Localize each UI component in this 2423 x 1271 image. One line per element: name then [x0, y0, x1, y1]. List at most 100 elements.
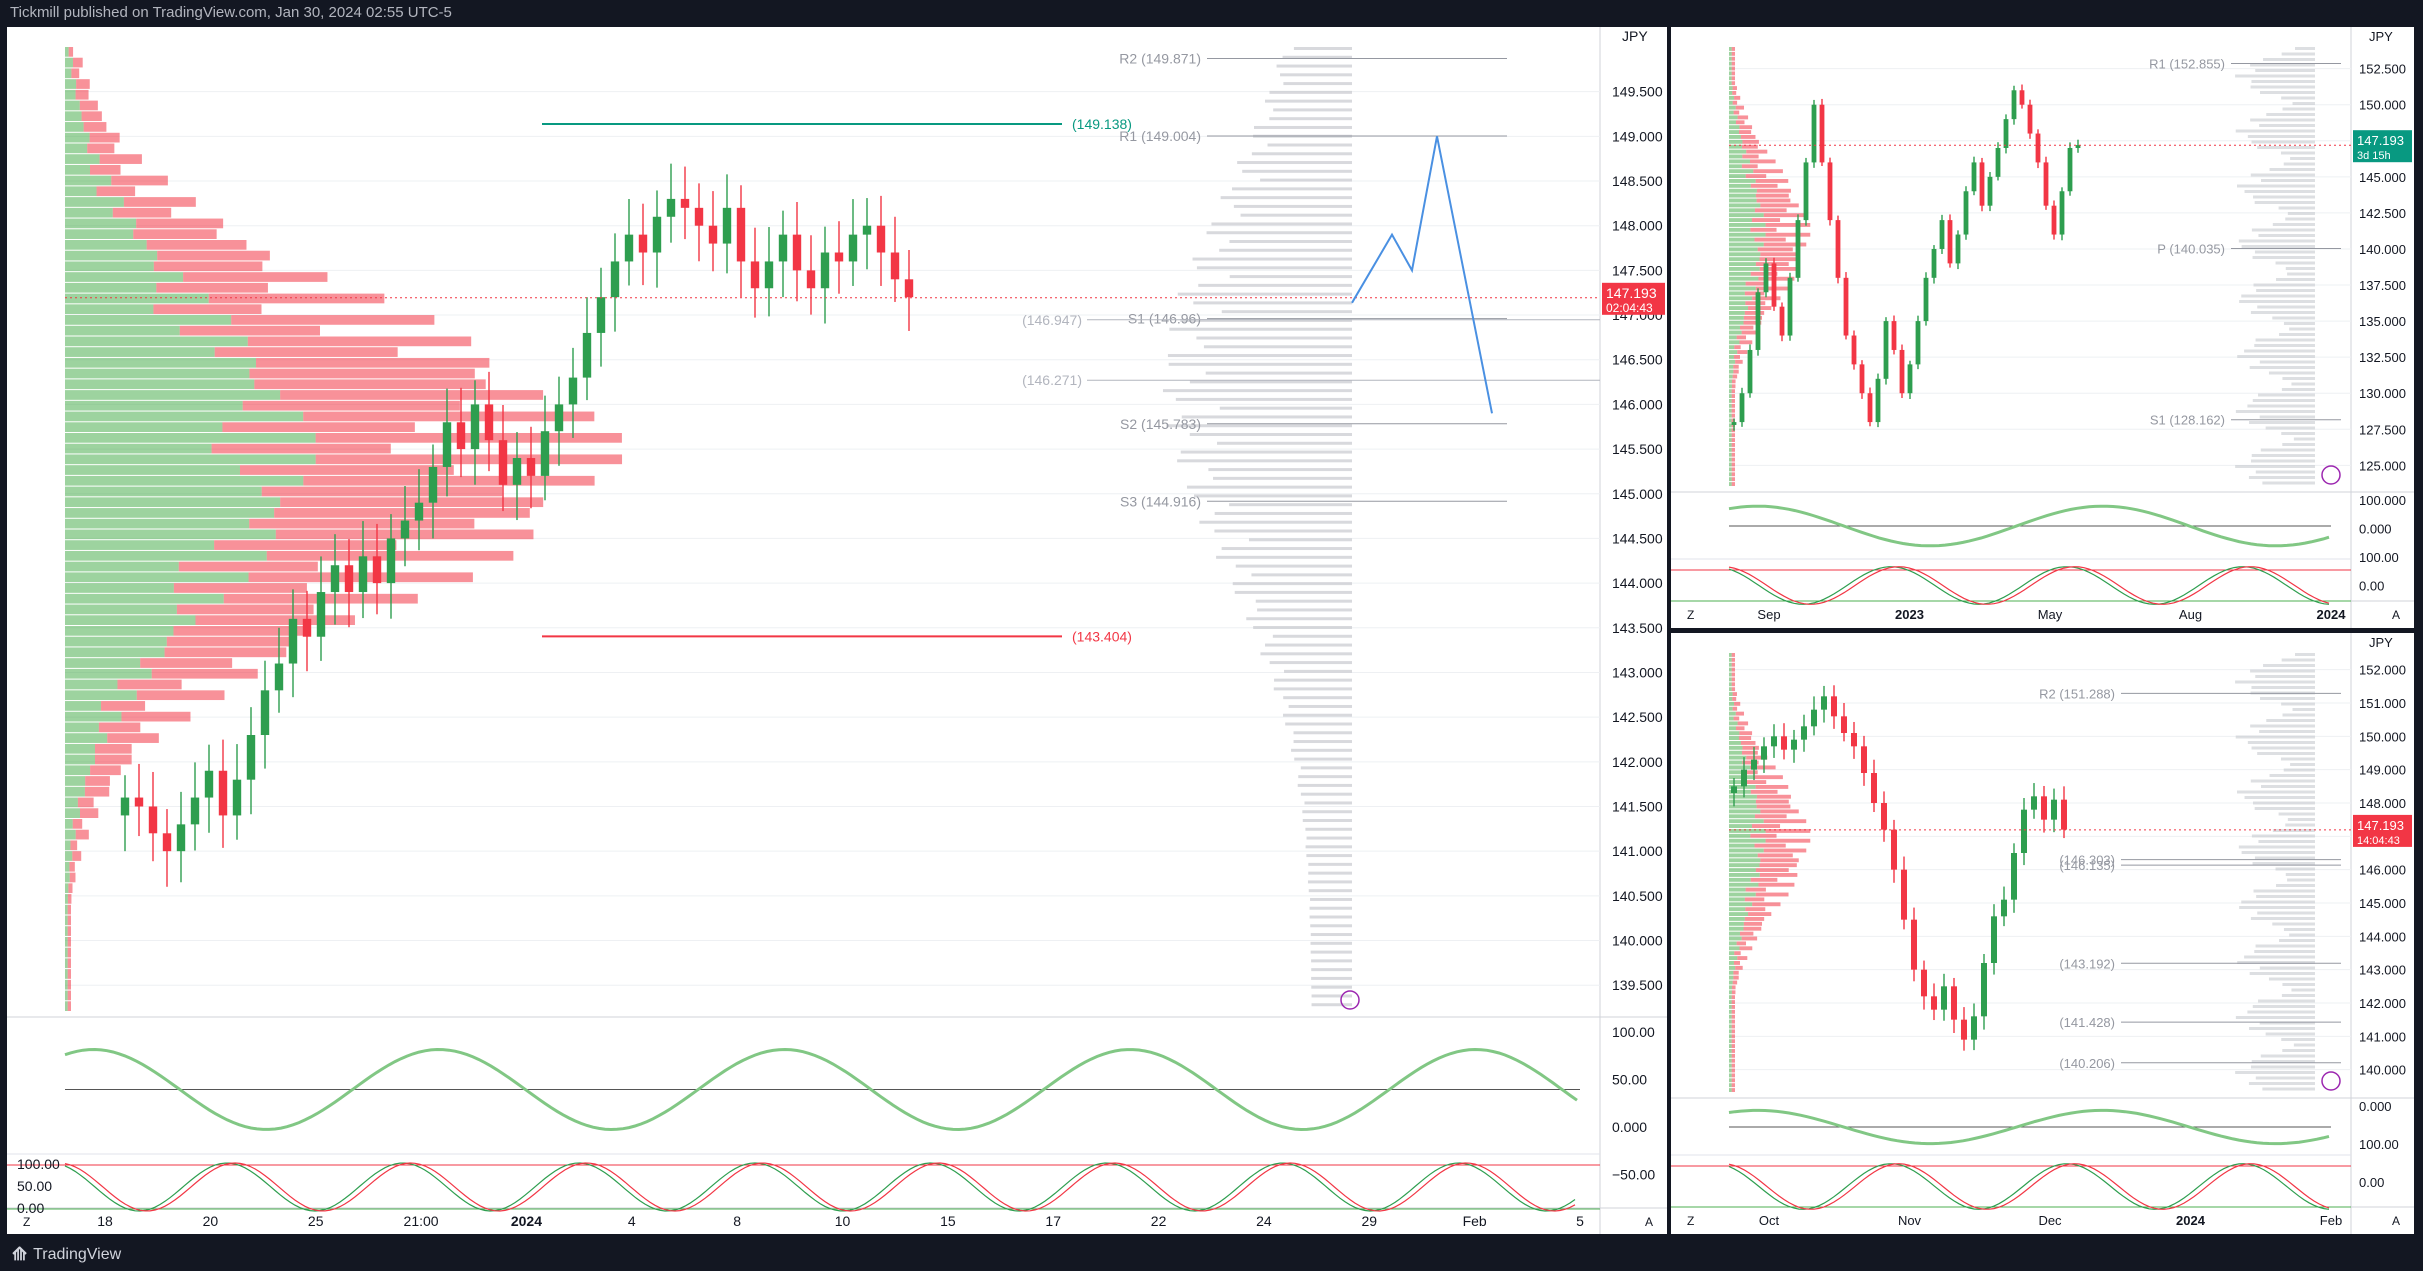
session-volume-bar	[1186, 485, 1352, 489]
volume-profile-bar	[1744, 897, 1765, 902]
volume-profile-bar	[65, 411, 304, 422]
volume-profile-bar	[1756, 794, 1791, 799]
volume-profile-bar	[1729, 81, 1732, 86]
volume-profile-bar	[1729, 1000, 1732, 1004]
candle-body	[1971, 1016, 1977, 1040]
oscillator-scale-label: 0.000	[1612, 1119, 1647, 1135]
session-volume-bar	[2255, 944, 2315, 948]
session-volume-bar	[2235, 465, 2315, 468]
stoch-k-line	[1728, 566, 2330, 605]
weekly-chart-panel[interactable]: JPY152.500150.000147.500145.000142.50014…	[1671, 27, 2414, 628]
pivot-label: R2 (149.871)	[1119, 51, 1201, 67]
session-volume-bar	[2281, 432, 2315, 435]
candle-body	[1861, 746, 1867, 773]
volume-profile-bar	[1742, 154, 1759, 159]
volume-profile-bar	[65, 819, 73, 829]
volume-profile-bar	[1765, 838, 1811, 843]
daily-chart-panel[interactable]: JPY 152.000 151.000 150.000 149.000 148.000 14…	[1671, 633, 2414, 1234]
time-tick-label: 18	[97, 1213, 113, 1229]
countdown-value: 02:04:43	[1606, 301, 1653, 315]
session-volume-bar	[2263, 664, 2315, 667]
volume-profile-bar	[65, 347, 215, 357]
volume-profile-bar	[1729, 780, 1746, 784]
session-volume-bar	[2254, 344, 2315, 347]
volume-profile-bar	[136, 218, 224, 229]
volume-profile-bar	[1755, 179, 1789, 183]
current-price-value: 147.193	[1606, 285, 1657, 301]
volume-profile-bar	[1729, 223, 1766, 227]
session-volume-bar	[2253, 889, 2315, 893]
volume-profile-bar	[1731, 995, 1735, 1000]
volume-profile-bar	[65, 647, 165, 658]
volume-profile-bar	[65, 218, 137, 229]
main-chart-panel[interactable]: JPY 149.500 149.000 148.500 148.000 147.500 14…	[7, 27, 1667, 1234]
session-volume-bar	[2255, 1076, 2315, 1080]
volume-profile-bar	[1734, 951, 1741, 956]
volume-profile-bar	[107, 733, 159, 743]
volume-profile-bar	[1755, 799, 1789, 804]
volume-profile-bar	[1731, 1005, 1735, 1009]
volume-profile-bar	[96, 186, 136, 197]
volume-profile-bar	[1731, 1000, 1735, 1004]
session-volume-bar	[1253, 125, 1352, 129]
volume-profile-bar	[89, 164, 121, 175]
tradingview-brand[interactable]: ⟰ TradingView	[12, 1244, 121, 1265]
session-volume-bar	[1233, 204, 1352, 208]
volume-profile-bar	[1750, 789, 1778, 794]
price-tick-label: 149.000	[2359, 763, 2406, 778]
session-volume-bar	[1288, 704, 1352, 708]
volume-profile-bar	[1729, 95, 1735, 100]
candle-body	[610, 261, 620, 298]
pivot-label: S2 (145.783)	[1120, 416, 1201, 432]
session-volume-bar	[2252, 1005, 2315, 1008]
volume-profile-bar	[1754, 814, 1787, 819]
session-volume-bar	[1166, 424, 1352, 428]
volume-profile-bar	[65, 433, 316, 443]
volume-profile-bar	[1729, 218, 1752, 222]
session-volume-bar	[1219, 406, 1352, 410]
session-volume-bar	[1255, 599, 1352, 603]
volume-profile-bar	[1735, 726, 1745, 731]
candle-body	[2051, 205, 2057, 235]
volume-profile-bar	[79, 808, 99, 818]
candle-body	[680, 198, 690, 208]
session-volume-bar	[2282, 377, 2315, 380]
volume-profile-bar	[1738, 130, 1752, 134]
volume-profile-bar	[67, 915, 71, 926]
volume-profile-bar	[1731, 66, 1735, 71]
oscillator-scale-label: 0.000	[2359, 1099, 2392, 1114]
stoch-d-line	[64, 1162, 1576, 1212]
time-tick-label: May	[2038, 607, 2063, 622]
candle-body	[1819, 104, 1825, 163]
volume-profile-bar	[1729, 682, 1732, 687]
price-tick-label: 140.000	[2359, 242, 2406, 257]
candle-body	[1981, 963, 1987, 1017]
session-volume-bar	[2289, 327, 2315, 331]
candle-body	[708, 225, 718, 244]
time-tick-label: Oct	[1759, 1213, 1780, 1228]
price-tick-label: 145.000	[1612, 486, 1663, 502]
volume-profile-bar	[1759, 267, 1798, 271]
session-volume-bar	[2259, 730, 2315, 733]
volume-profile-bar	[1731, 1014, 1735, 1019]
volume-profile-bar	[1729, 252, 1761, 257]
volume-profile-bar	[1729, 1034, 1732, 1039]
session-volume-bar	[2265, 1032, 2315, 1036]
momentum-line	[1728, 1108, 2330, 1146]
volume-profile-bar	[1755, 193, 1789, 198]
price-tick-label: 137.500	[2359, 278, 2406, 293]
volume-profile-bar	[1729, 457, 1732, 462]
price-tick-label: 148.000	[1612, 218, 1663, 234]
volume-profile-bar	[65, 486, 262, 497]
volume-profile-bar	[1729, 912, 1749, 916]
session-volume-bar	[1189, 433, 1352, 436]
candle-body	[1991, 916, 1997, 963]
volume-profile-bar	[140, 658, 233, 668]
session-volume-bar	[2255, 69, 2315, 72]
time-tick-label: 21:00	[404, 1213, 439, 1229]
session-volume-bar	[1311, 994, 1352, 998]
volume-profile-bar	[1729, 843, 1755, 848]
volume-profile-bar	[1734, 95, 1741, 100]
session-volume-bar	[2244, 349, 2315, 353]
volume-profile-bar	[151, 668, 258, 679]
